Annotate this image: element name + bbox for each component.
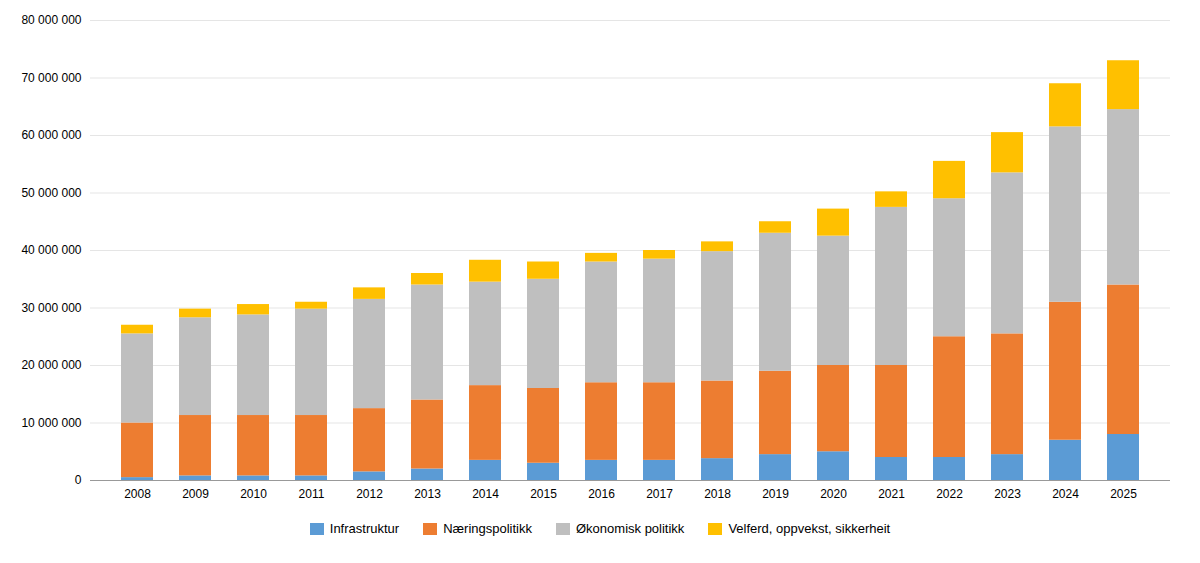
html-text:Velferd, oppvekst, sikkerheit: Velferd, oppvekst, sikkerheit (728, 521, 891, 536)
svg-text:2011: 2011 (299, 487, 325, 501)
svg-text:2018: 2018 (704, 487, 731, 501)
svg-text:10 000 000: 10 000 000 (21, 416, 81, 430)
svg-text:2017: 2017 (646, 487, 673, 501)
svg-text:70 000 000: 70 000 000 (21, 71, 81, 85)
svg-text:2024: 2024 (1052, 487, 1079, 501)
svg-text:2010: 2010 (240, 487, 267, 501)
svg-text:2009: 2009 (182, 487, 209, 501)
svg-text:2013: 2013 (414, 487, 441, 501)
svg-text:2021: 2021 (878, 487, 905, 501)
svg-text:2015: 2015 (530, 487, 557, 501)
svg-text:30 000 000: 30 000 000 (21, 301, 81, 315)
svg-text:2020: 2020 (820, 487, 847, 501)
svg-text:50 000 000: 50 000 000 (21, 186, 81, 200)
svg-text:20 000 000: 20 000 000 (21, 358, 81, 372)
svg-text:2014: 2014 (472, 487, 499, 501)
svg-text:2023: 2023 (994, 487, 1021, 501)
html-text:Næringspolitikk: Næringspolitikk (443, 521, 532, 536)
svg-text:2025: 2025 (1110, 487, 1137, 501)
svg-text:40 000 000: 40 000 000 (21, 243, 81, 257)
svg-text:2012: 2012 (356, 487, 383, 501)
svg-text:0: 0 (75, 473, 82, 487)
svg-text:2016: 2016 (588, 487, 615, 501)
svg-text:2019: 2019 (762, 487, 789, 501)
svg-text:2008: 2008 (124, 487, 151, 501)
svg-text:60 000 000: 60 000 000 (21, 128, 81, 142)
html-text:Infrastruktur: Infrastruktur (329, 521, 400, 536)
svg-text:2022: 2022 (936, 487, 963, 501)
html-text:Økonomisk politikk: Økonomisk politikk (576, 521, 685, 536)
svg-text:80 000 000: 80 000 000 (21, 13, 81, 27)
